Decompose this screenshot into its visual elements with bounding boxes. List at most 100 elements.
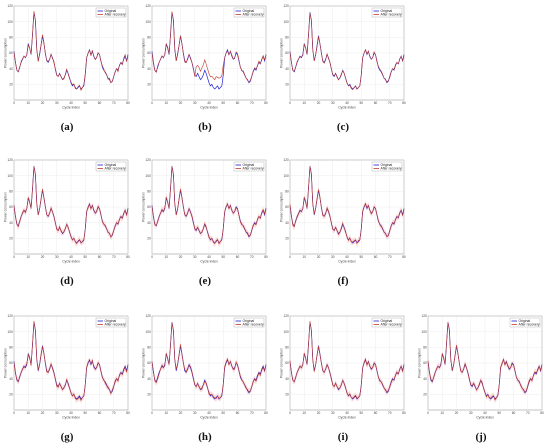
x-tick-label: 70	[388, 255, 392, 259]
legend-entry: Original	[105, 163, 117, 167]
series-line-recovered	[151, 323, 267, 399]
x-tick-label: 10	[26, 101, 30, 105]
panel-label: (c)	[336, 121, 350, 133]
x-tick-label: 40	[69, 101, 73, 105]
x-tick-label: 70	[388, 411, 392, 415]
y-axis-label: Power consumption	[4, 38, 8, 68]
x-tick-label: 40	[207, 255, 211, 259]
y-axis-label: Power consumption	[418, 348, 422, 378]
series-line-recovered	[289, 321, 405, 399]
panel-label: (b)	[198, 121, 212, 133]
y-tick-label: 80	[147, 35, 151, 39]
y-tick-label: 120	[7, 314, 13, 318]
y-tick-label: 80	[9, 189, 13, 193]
y-tick-label: 100	[283, 20, 289, 24]
x-tick-label: 60	[374, 101, 378, 105]
x-tick-label: 30	[331, 255, 335, 259]
x-tick-label: 80	[126, 255, 130, 259]
x-tick-label: 30	[55, 411, 59, 415]
x-tick-label: 20	[317, 101, 321, 105]
y-tick-label: 40	[423, 377, 427, 381]
y-tick-label: 120	[7, 158, 13, 162]
chart-svg: 20 40 60 80 100 120 0 10 20 30 40 50 60 70 80 Cycle ind…	[142, 4, 268, 109]
y-tick-label: 120	[283, 158, 289, 162]
x-tick-label: 20	[455, 411, 459, 415]
y-axis-label: Power consumption	[142, 38, 146, 68]
panel-label: (f)	[337, 275, 349, 287]
y-tick-label: 120	[145, 4, 151, 8]
panel-label: (j)	[475, 431, 487, 443]
series-line-recovered	[289, 166, 405, 244]
x-tick-label: 80	[126, 411, 130, 415]
y-tick-label: 100	[7, 20, 13, 24]
y-tick-label: 20	[147, 392, 151, 396]
y-tick-label: 100	[421, 330, 427, 334]
x-tick-label: 0	[13, 101, 15, 105]
legend-entry: After recovery	[105, 13, 126, 17]
legend-entry: After recovery	[243, 323, 264, 327]
x-tick-label: 60	[374, 255, 378, 259]
legend-entry: After recovery	[381, 323, 402, 327]
y-axis-label: Power consumption	[4, 192, 8, 222]
y-tick-label: 60	[9, 205, 13, 209]
legend-entry: Original	[381, 9, 393, 13]
x-tick-label: 30	[193, 255, 197, 259]
series-line-recovered	[13, 11, 129, 92]
panel-label: (g)	[60, 431, 74, 443]
y-tick-label: 40	[285, 221, 289, 225]
x-tick-label: 0	[13, 411, 15, 415]
y-tick-label: 100	[7, 174, 13, 178]
y-tick-label: 60	[423, 361, 427, 365]
x-tick-label: 50	[221, 255, 225, 259]
legend-box	[371, 161, 403, 172]
y-tick-label: 40	[147, 221, 151, 225]
y-tick-label: 60	[285, 51, 289, 55]
y-tick-label: 100	[283, 330, 289, 334]
legend-entry: After recovery	[381, 13, 402, 17]
x-tick-label: 40	[69, 411, 73, 415]
legend-entry: Original	[381, 319, 393, 323]
x-tick-label: 60	[236, 255, 240, 259]
legend-entry: Original	[519, 319, 531, 323]
y-tick-label: 80	[147, 345, 151, 349]
x-tick-label: 0	[427, 411, 429, 415]
series-line-recovered	[13, 321, 129, 402]
chart-panel: 20 40 60 80 100 120 0 10 20 30 40 50 60 70 80 Cycle ind…	[278, 3, 408, 133]
y-tick-label: 40	[9, 221, 13, 225]
y-tick-label: 20	[147, 236, 151, 240]
panel-label: (i)	[337, 431, 349, 443]
chart-panel: 20 40 60 80 100 120 0 10 20 30 40 50 60 70 80 Cycle ind…	[278, 313, 408, 443]
y-tick-label: 80	[285, 35, 289, 39]
legend-entry: After recovery	[519, 323, 540, 327]
x-axis-label: Cycle index	[476, 416, 494, 420]
x-tick-label: 30	[193, 101, 197, 105]
x-tick-label: 30	[193, 411, 197, 415]
legend-box	[509, 317, 541, 328]
x-tick-label: 0	[151, 255, 153, 259]
x-tick-label: 20	[317, 411, 321, 415]
chart-svg: 20 40 60 80 100 120 0 10 20 30 40 50 60 70 80 Cycle ind…	[4, 4, 130, 109]
legend-box	[233, 7, 265, 18]
x-tick-label: 50	[359, 255, 363, 259]
chart-panel: 20 40 60 80 100 120 0 10 20 30 40 50 60 70 80 Cycle ind…	[2, 3, 132, 133]
series-line-recovered	[151, 11, 267, 83]
x-tick-label: 70	[526, 411, 530, 415]
series-line-recovered	[427, 322, 543, 401]
y-tick-label: 80	[9, 345, 13, 349]
y-axis-label: Power consumption	[4, 348, 8, 378]
x-tick-label: 20	[179, 101, 183, 105]
x-tick-label: 60	[512, 411, 516, 415]
x-tick-label: 0	[289, 255, 291, 259]
x-tick-label: 40	[345, 255, 349, 259]
x-tick-label: 10	[164, 411, 168, 415]
y-axis-label: Power consumption	[280, 38, 284, 68]
y-tick-label: 80	[285, 189, 289, 193]
series-line-recovered	[13, 166, 129, 245]
chart-panel: 20 40 60 80 100 120 0 10 20 30 40 50 60 70 80 Cycle ind…	[140, 157, 270, 287]
